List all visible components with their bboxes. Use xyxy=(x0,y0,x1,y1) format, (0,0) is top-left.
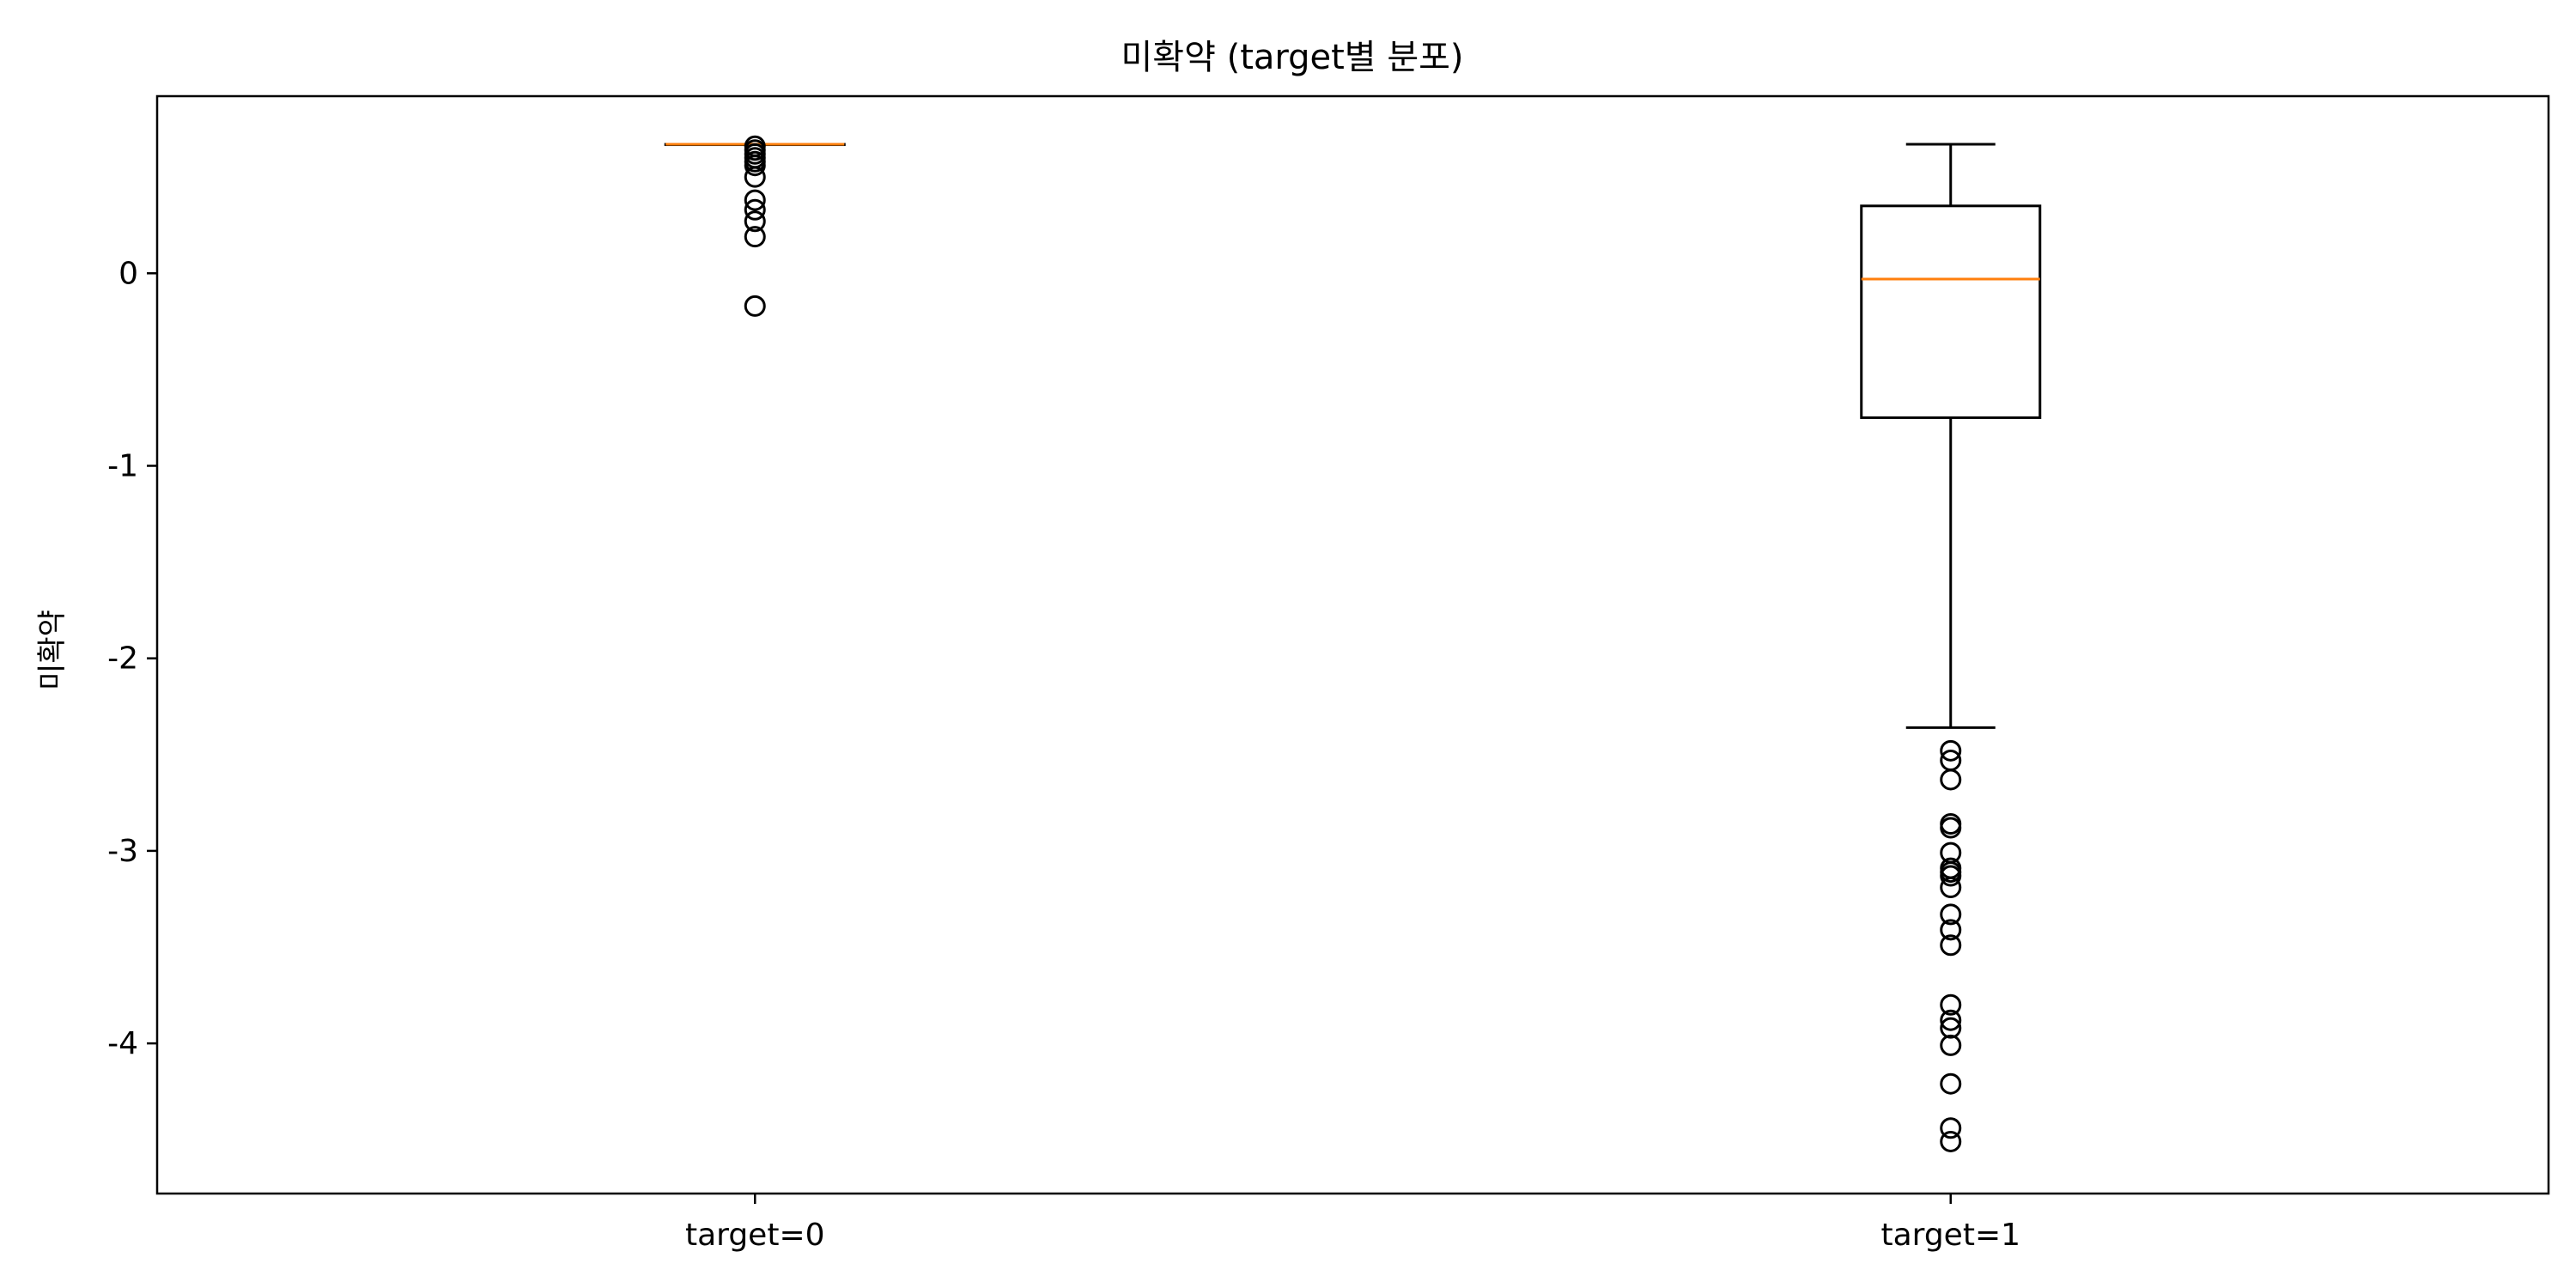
iqr-box xyxy=(1860,204,2042,419)
outlier-point xyxy=(744,198,766,221)
outlier-point xyxy=(1940,739,1962,762)
plot-area: 0 -1 -2 -3 -4 target=0 target=1 xyxy=(107,94,2550,1253)
outlier-point xyxy=(1940,1017,1962,1039)
y-tick-label: 0 xyxy=(118,256,138,291)
outlier-point xyxy=(744,226,766,248)
outlier-point xyxy=(1940,817,1962,839)
y-tick-label: -2 xyxy=(107,641,138,677)
outlier-point xyxy=(744,155,766,177)
plot-frame xyxy=(155,94,2550,1195)
outlier-point xyxy=(1940,1009,1962,1031)
outlier-point xyxy=(1940,1117,1962,1139)
outlier-point xyxy=(1940,1072,1962,1095)
outlier-point xyxy=(744,295,766,317)
outlier-point xyxy=(1940,903,1962,926)
outlier-point xyxy=(1940,993,1962,1016)
y-tick-label: -1 xyxy=(107,448,138,483)
outlier-point xyxy=(744,166,766,188)
outlier-point xyxy=(1940,1130,1962,1152)
outlier-point xyxy=(1940,934,1962,957)
outlier-point xyxy=(744,189,766,211)
outlier-point xyxy=(1940,919,1962,941)
box-group-target=0 xyxy=(664,135,846,317)
outlier-point xyxy=(1940,769,1962,791)
outlier-point xyxy=(1940,877,1962,899)
y-axis-label: 미확약 xyxy=(35,610,70,690)
outlier-point xyxy=(1940,1034,1962,1056)
x-tick-label: target=0 xyxy=(685,1218,825,1253)
outlier-point xyxy=(1940,865,1962,887)
y-tick-label: -3 xyxy=(107,834,138,869)
y-tick-label: -4 xyxy=(107,1026,138,1061)
x-tick-label: target=1 xyxy=(1880,1218,2020,1253)
outlier-point xyxy=(744,210,766,233)
chart-title: 미확약 (target별 분포) xyxy=(1121,38,1463,77)
box-group-target=1 xyxy=(1860,143,2042,1152)
